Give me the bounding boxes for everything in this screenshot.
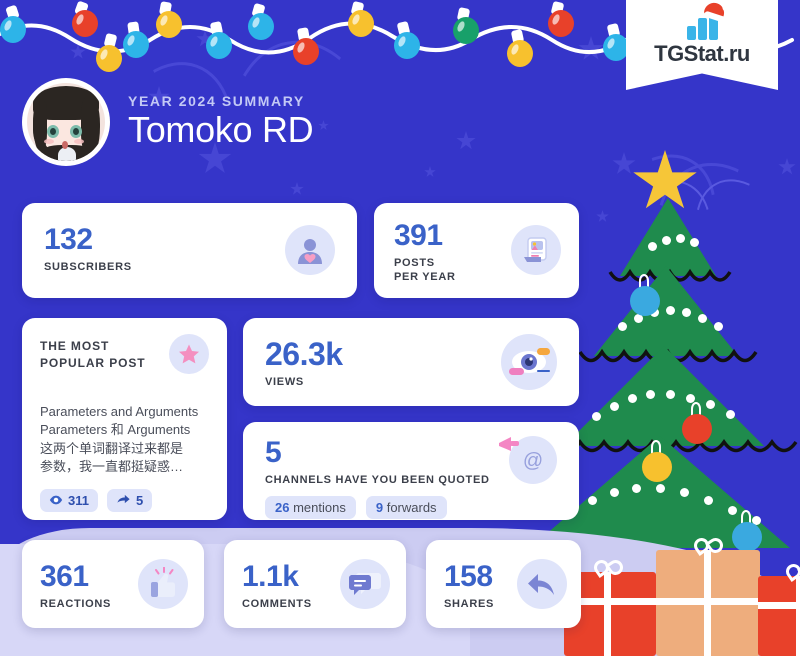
- quoted-forwards-chip: 9 forwards: [365, 496, 447, 520]
- quoted-mentions-count: 26: [275, 500, 290, 516]
- posts-value: 391: [394, 219, 443, 252]
- card-posts-per-year[interactable]: 391 POSTS PER YEAR: [374, 203, 579, 298]
- share-arrow-icon: [517, 559, 567, 609]
- eye-icon: [501, 334, 557, 390]
- card-popular-post[interactable]: THE MOST POPULAR POST Parameters and Arg…: [22, 318, 227, 520]
- quoted-forwards-count: 9: [375, 500, 384, 516]
- subscribers-value: 132: [44, 223, 93, 256]
- views-label: VIEWS: [265, 376, 304, 388]
- forward-arrow-icon: [117, 495, 130, 504]
- quoted-value: 5: [265, 436, 282, 469]
- avatar[interactable]: [22, 78, 110, 166]
- card-views[interactable]: 26.3k VIEWS: [243, 318, 579, 406]
- shares-label: SHARES: [444, 598, 495, 610]
- comments-value: 1.1k: [242, 560, 299, 593]
- megaphone-icon: [499, 437, 519, 451]
- popular-post-title-line1: THE MOST: [40, 339, 110, 353]
- popular-post-text-line1: Parameters and Arguments: [40, 403, 199, 419]
- popular-post-views-chip: 311: [40, 488, 98, 512]
- reactions-value: 361: [40, 560, 89, 593]
- svg-text:@: @: [523, 450, 543, 472]
- card-comments[interactable]: 1.1k COMMENTS: [224, 540, 406, 628]
- card-subscribers[interactable]: 132 SUBSCRIBERS: [22, 203, 357, 298]
- popular-post-forwards-value: 5: [135, 492, 144, 508]
- person-heart-icon: [285, 225, 335, 275]
- quoted-label: CHANNELS HAVE YOU BEEN QUOTED: [265, 474, 490, 486]
- popular-post-forwards-chip: 5: [106, 488, 153, 512]
- card-reactions[interactable]: 361 REACTIONS: [22, 540, 204, 628]
- speech-bubble-icon: [340, 559, 390, 609]
- ornament-yellow: [642, 452, 672, 482]
- quoted-mentions-chip: 26 mentions: [265, 496, 356, 520]
- popular-post-title-line2: POPULAR POST: [40, 356, 146, 371]
- ornament-blue: [630, 286, 660, 316]
- thumbs-up-icon: [138, 559, 188, 609]
- posts-label-line2: PER YEAR: [394, 271, 456, 284]
- tgstat-logo-icon: [686, 0, 727, 40]
- anime-girl-avatar-icon: [27, 83, 105, 161]
- gift-boxes: [560, 535, 800, 656]
- quoted-mentions-label: mentions: [293, 500, 346, 516]
- shares-value: 158: [444, 560, 493, 593]
- channel-name: Tomoko RD: [128, 109, 314, 151]
- popular-post-views-value: 311: [68, 492, 89, 508]
- popular-post-text-line4: 参数，我一直都挺疑惑…: [40, 459, 184, 475]
- posts-label-line1: POSTS: [394, 257, 435, 269]
- ornament-red: [682, 414, 712, 444]
- star-icon: [169, 334, 209, 374]
- views-value: 26.3k: [265, 336, 343, 372]
- popular-post-text-line2: Parameters 和 Arguments: [40, 422, 191, 438]
- reactions-label: REACTIONS: [40, 598, 112, 610]
- eye-icon: [49, 495, 63, 505]
- tgstat-banner[interactable]: TGStat.ru: [626, 0, 778, 90]
- post-image-icon: [511, 225, 561, 275]
- comments-label: COMMENTS: [242, 598, 312, 610]
- channel-header: YEAR 2024 SUMMARY Tomoko RD: [22, 78, 314, 166]
- card-shares[interactable]: 158 SHARES: [426, 540, 581, 628]
- summary-kicker: YEAR 2024 SUMMARY: [128, 93, 305, 110]
- ornament-blue-2: [732, 522, 762, 552]
- card-quoted-channels[interactable]: 5 CHANNELS HAVE YOU BEEN QUOTED 26 menti…: [243, 422, 579, 520]
- christmas-tree: [530, 150, 800, 602]
- subscribers-label: SUBSCRIBERS: [44, 261, 132, 273]
- tgstat-brand-name: TGStat.ru: [654, 41, 750, 66]
- quoted-forwards-label: forwards: [386, 500, 437, 516]
- popular-post-text-line3: 这两个单词翻译过来都是: [40, 440, 184, 456]
